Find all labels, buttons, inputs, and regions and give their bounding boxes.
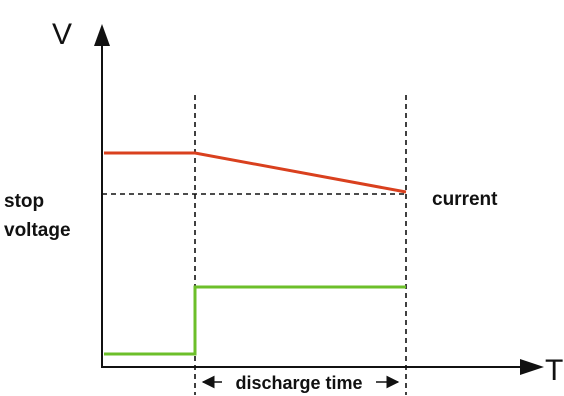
- stop-voltage-label-line2: voltage: [4, 220, 71, 241]
- current-label: current: [432, 189, 498, 210]
- x-axis-label: T: [545, 354, 563, 387]
- stop-voltage-label-line1: stop: [4, 191, 44, 212]
- discharge-time-label: discharge time: [235, 373, 362, 393]
- current-curve: [104, 285, 406, 356]
- y-axis-label: V: [52, 18, 72, 51]
- voltage-curve: [104, 151, 407, 194]
- y-axis-arrowhead: [94, 24, 110, 46]
- x-axis-arrowhead: [520, 359, 544, 375]
